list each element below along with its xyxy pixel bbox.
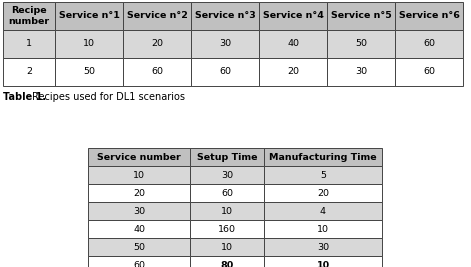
Text: 10: 10	[221, 242, 233, 252]
Bar	[88, 202, 190, 220]
Text: Service n°1: Service n°1	[58, 11, 120, 21]
Bar	[190, 256, 264, 267]
Text: 20: 20	[133, 189, 145, 198]
Text: 30: 30	[219, 40, 231, 49]
Bar	[395, 2, 463, 30]
Bar	[88, 184, 190, 202]
Bar	[327, 30, 395, 58]
Text: 60: 60	[133, 261, 145, 267]
Bar	[259, 58, 327, 86]
Text: 10: 10	[83, 40, 95, 49]
Text: 30: 30	[317, 242, 329, 252]
Text: 60: 60	[423, 40, 435, 49]
Bar	[190, 166, 264, 184]
Bar	[55, 2, 123, 30]
Text: 30: 30	[133, 206, 145, 215]
Text: 10: 10	[133, 171, 145, 179]
Bar	[190, 220, 264, 238]
Text: Recipe
number: Recipe number	[8, 6, 49, 26]
Text: 20: 20	[151, 40, 163, 49]
Bar	[123, 30, 191, 58]
Text: 1: 1	[26, 40, 32, 49]
Bar	[264, 184, 382, 202]
Text: Service n°3: Service n°3	[195, 11, 255, 21]
Bar	[264, 220, 382, 238]
Text: 10: 10	[221, 206, 233, 215]
Bar	[191, 2, 259, 30]
Text: 60: 60	[423, 68, 435, 77]
Text: 60: 60	[151, 68, 163, 77]
Bar	[191, 58, 259, 86]
Text: 4: 4	[320, 206, 326, 215]
Text: 40: 40	[133, 225, 145, 234]
Text: 50: 50	[355, 40, 367, 49]
Bar	[55, 30, 123, 58]
Text: 60: 60	[219, 68, 231, 77]
Bar	[3, 30, 55, 58]
Text: 40: 40	[287, 40, 299, 49]
Text: Manufacturing Time: Manufacturing Time	[269, 152, 377, 162]
Bar	[190, 202, 264, 220]
Bar	[123, 58, 191, 86]
Bar	[264, 166, 382, 184]
Text: Table 1.: Table 1.	[3, 92, 46, 102]
Bar	[88, 256, 190, 267]
Text: 50: 50	[83, 68, 95, 77]
Text: 10: 10	[317, 225, 329, 234]
Bar	[259, 2, 327, 30]
Text: 20: 20	[317, 189, 329, 198]
Text: 160: 160	[218, 225, 236, 234]
Text: 20: 20	[287, 68, 299, 77]
Bar	[264, 256, 382, 267]
Text: Recipes used for DL1 scenarios: Recipes used for DL1 scenarios	[32, 92, 185, 102]
Bar	[327, 58, 395, 86]
Text: Service n°4: Service n°4	[262, 11, 324, 21]
Bar	[123, 2, 191, 30]
Bar	[264, 238, 382, 256]
Text: Service n°5: Service n°5	[331, 11, 391, 21]
Text: Setup Time: Setup Time	[197, 152, 257, 162]
Bar	[190, 148, 264, 166]
Bar	[88, 238, 190, 256]
Bar	[264, 202, 382, 220]
Text: Service n°2: Service n°2	[127, 11, 187, 21]
Bar	[3, 58, 55, 86]
Text: 30: 30	[221, 171, 233, 179]
Bar	[3, 2, 55, 30]
Bar	[55, 58, 123, 86]
Text: 5: 5	[320, 171, 326, 179]
Bar	[395, 30, 463, 58]
Text: Service n°6: Service n°6	[398, 11, 459, 21]
Text: 2: 2	[26, 68, 32, 77]
Bar	[88, 220, 190, 238]
Text: 80: 80	[220, 261, 234, 267]
Text: 10: 10	[317, 261, 330, 267]
Bar	[190, 184, 264, 202]
Bar	[327, 2, 395, 30]
Bar	[264, 148, 382, 166]
Bar	[395, 58, 463, 86]
Text: 30: 30	[355, 68, 367, 77]
Bar	[191, 30, 259, 58]
Text: 50: 50	[133, 242, 145, 252]
Text: Service number: Service number	[97, 152, 181, 162]
Bar	[190, 238, 264, 256]
Text: 60: 60	[221, 189, 233, 198]
Bar	[88, 166, 190, 184]
Bar	[259, 30, 327, 58]
Bar	[88, 148, 190, 166]
